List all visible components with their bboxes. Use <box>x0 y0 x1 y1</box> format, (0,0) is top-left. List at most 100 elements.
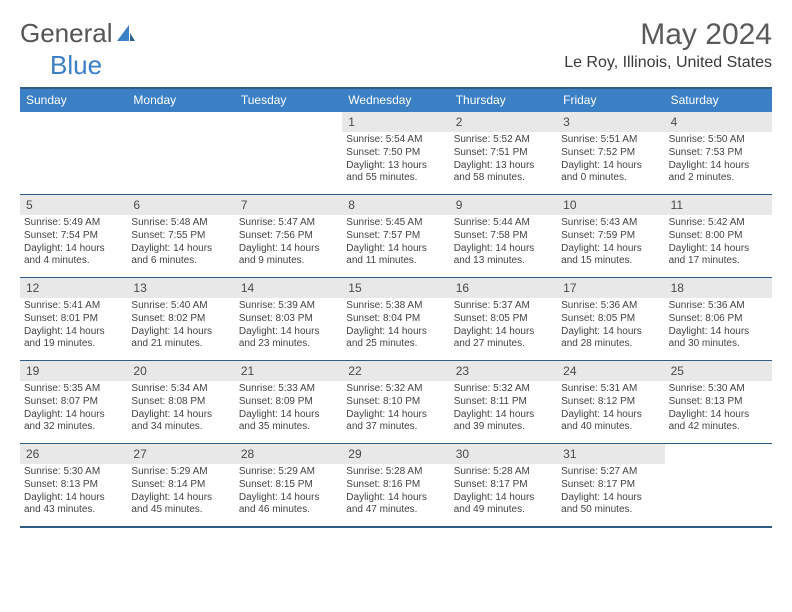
daylight-text: Daylight: 14 hours and 25 minutes. <box>346 326 445 352</box>
sunrise-text: Sunrise: 5:35 AM <box>24 383 123 396</box>
day-cell: Sunrise: 5:36 AMSunset: 8:05 PMDaylight:… <box>557 298 664 360</box>
sunset-text: Sunset: 8:13 PM <box>669 396 768 409</box>
sunset-text: Sunset: 8:17 PM <box>561 479 660 492</box>
week-daynum-row: 12131415161718 <box>20 277 772 298</box>
sunrise-text: Sunrise: 5:28 AM <box>346 466 445 479</box>
week-daynum-row: 19202122232425 <box>20 360 772 381</box>
sunset-text: Sunset: 8:11 PM <box>454 396 553 409</box>
logo-sail-icon <box>115 23 137 45</box>
sunset-text: Sunset: 7:59 PM <box>561 230 660 243</box>
day-number <box>127 112 234 132</box>
day-cell: Sunrise: 5:33 AMSunset: 8:09 PMDaylight:… <box>235 381 342 443</box>
sunrise-text: Sunrise: 5:31 AM <box>561 383 660 396</box>
day-cell <box>20 132 127 194</box>
weeks: 1234Sunrise: 5:54 AMSunset: 7:50 PMDayli… <box>20 112 772 526</box>
sunrise-text: Sunrise: 5:36 AM <box>669 300 768 313</box>
daylight-text: Daylight: 14 hours and 19 minutes. <box>24 326 123 352</box>
day-cell: Sunrise: 5:37 AMSunset: 8:05 PMDaylight:… <box>450 298 557 360</box>
day-cell <box>235 132 342 194</box>
day-cell: Sunrise: 5:32 AMSunset: 8:11 PMDaylight:… <box>450 381 557 443</box>
sunset-text: Sunset: 8:02 PM <box>131 313 230 326</box>
day-cell <box>127 132 234 194</box>
day-number: 10 <box>557 195 664 215</box>
day-cell: Sunrise: 5:29 AMSunset: 8:15 PMDaylight:… <box>235 464 342 526</box>
sunrise-text: Sunrise: 5:48 AM <box>131 217 230 230</box>
day-number: 25 <box>665 361 772 381</box>
day-number: 15 <box>342 278 449 298</box>
day-cell: Sunrise: 5:38 AMSunset: 8:04 PMDaylight:… <box>342 298 449 360</box>
week-info-row: Sunrise: 5:49 AMSunset: 7:54 PMDaylight:… <box>20 215 772 277</box>
dow-friday: Friday <box>557 89 664 112</box>
day-number: 14 <box>235 278 342 298</box>
day-number: 29 <box>342 444 449 464</box>
sunrise-text: Sunrise: 5:38 AM <box>346 300 445 313</box>
daylight-text: Daylight: 13 hours and 58 minutes. <box>454 160 553 186</box>
day-number: 4 <box>665 112 772 132</box>
sunset-text: Sunset: 8:05 PM <box>454 313 553 326</box>
sunset-text: Sunset: 8:01 PM <box>24 313 123 326</box>
week-info-row: Sunrise: 5:41 AMSunset: 8:01 PMDaylight:… <box>20 298 772 360</box>
day-number <box>235 112 342 132</box>
sunset-text: Sunset: 8:13 PM <box>24 479 123 492</box>
daylight-text: Daylight: 14 hours and 0 minutes. <box>561 160 660 186</box>
daylight-text: Daylight: 14 hours and 50 minutes. <box>561 492 660 518</box>
sunrise-text: Sunrise: 5:45 AM <box>346 217 445 230</box>
day-number: 24 <box>557 361 664 381</box>
sunset-text: Sunset: 8:03 PM <box>239 313 338 326</box>
day-cell: Sunrise: 5:29 AMSunset: 8:14 PMDaylight:… <box>127 464 234 526</box>
sunrise-text: Sunrise: 5:51 AM <box>561 134 660 147</box>
sunrise-text: Sunrise: 5:28 AM <box>454 466 553 479</box>
daylight-text: Daylight: 14 hours and 30 minutes. <box>669 326 768 352</box>
daylight-text: Daylight: 14 hours and 42 minutes. <box>669 409 768 435</box>
day-number: 31 <box>557 444 664 464</box>
sunset-text: Sunset: 8:00 PM <box>669 230 768 243</box>
week-info-row: Sunrise: 5:30 AMSunset: 8:13 PMDaylight:… <box>20 464 772 526</box>
day-number <box>20 112 127 132</box>
day-number: 5 <box>20 195 127 215</box>
sunrise-text: Sunrise: 5:41 AM <box>24 300 123 313</box>
day-cell: Sunrise: 5:48 AMSunset: 7:55 PMDaylight:… <box>127 215 234 277</box>
sunset-text: Sunset: 8:09 PM <box>239 396 338 409</box>
daylight-text: Daylight: 14 hours and 17 minutes. <box>669 243 768 269</box>
daylight-text: Daylight: 14 hours and 2 minutes. <box>669 160 768 186</box>
dow-monday: Monday <box>127 89 234 112</box>
day-number: 19 <box>20 361 127 381</box>
sunrise-text: Sunrise: 5:44 AM <box>454 217 553 230</box>
sunrise-text: Sunrise: 5:29 AM <box>131 466 230 479</box>
sunrise-text: Sunrise: 5:30 AM <box>24 466 123 479</box>
sunset-text: Sunset: 7:56 PM <box>239 230 338 243</box>
day-cell: Sunrise: 5:50 AMSunset: 7:53 PMDaylight:… <box>665 132 772 194</box>
sunrise-text: Sunrise: 5:39 AM <box>239 300 338 313</box>
calendar: Sunday Monday Tuesday Wednesday Thursday… <box>20 87 772 528</box>
sunset-text: Sunset: 7:54 PM <box>24 230 123 243</box>
week-info-row: Sunrise: 5:35 AMSunset: 8:07 PMDaylight:… <box>20 381 772 443</box>
day-number: 21 <box>235 361 342 381</box>
daylight-text: Daylight: 14 hours and 28 minutes. <box>561 326 660 352</box>
sunrise-text: Sunrise: 5:34 AM <box>131 383 230 396</box>
daylight-text: Daylight: 14 hours and 47 minutes. <box>346 492 445 518</box>
day-cell: Sunrise: 5:40 AMSunset: 8:02 PMDaylight:… <box>127 298 234 360</box>
sunrise-text: Sunrise: 5:40 AM <box>131 300 230 313</box>
daylight-text: Daylight: 14 hours and 43 minutes. <box>24 492 123 518</box>
day-number: 12 <box>20 278 127 298</box>
daylight-text: Daylight: 14 hours and 9 minutes. <box>239 243 338 269</box>
sunrise-text: Sunrise: 5:33 AM <box>239 383 338 396</box>
sunset-text: Sunset: 7:53 PM <box>669 147 768 160</box>
day-number: 27 <box>127 444 234 464</box>
day-cell: Sunrise: 5:51 AMSunset: 7:52 PMDaylight:… <box>557 132 664 194</box>
dow-sunday: Sunday <box>20 89 127 112</box>
day-cell: Sunrise: 5:32 AMSunset: 8:10 PMDaylight:… <box>342 381 449 443</box>
logo-word-1: General <box>20 18 113 49</box>
day-number: 30 <box>450 444 557 464</box>
sunrise-text: Sunrise: 5:32 AM <box>454 383 553 396</box>
day-cell: Sunrise: 5:54 AMSunset: 7:50 PMDaylight:… <box>342 132 449 194</box>
day-cell: Sunrise: 5:31 AMSunset: 8:12 PMDaylight:… <box>557 381 664 443</box>
sunrise-text: Sunrise: 5:42 AM <box>669 217 768 230</box>
dow-wednesday: Wednesday <box>342 89 449 112</box>
day-cell: Sunrise: 5:49 AMSunset: 7:54 PMDaylight:… <box>20 215 127 277</box>
day-cell: Sunrise: 5:52 AMSunset: 7:51 PMDaylight:… <box>450 132 557 194</box>
day-number: 28 <box>235 444 342 464</box>
sunset-text: Sunset: 7:50 PM <box>346 147 445 160</box>
daylight-text: Daylight: 14 hours and 35 minutes. <box>239 409 338 435</box>
day-number: 11 <box>665 195 772 215</box>
